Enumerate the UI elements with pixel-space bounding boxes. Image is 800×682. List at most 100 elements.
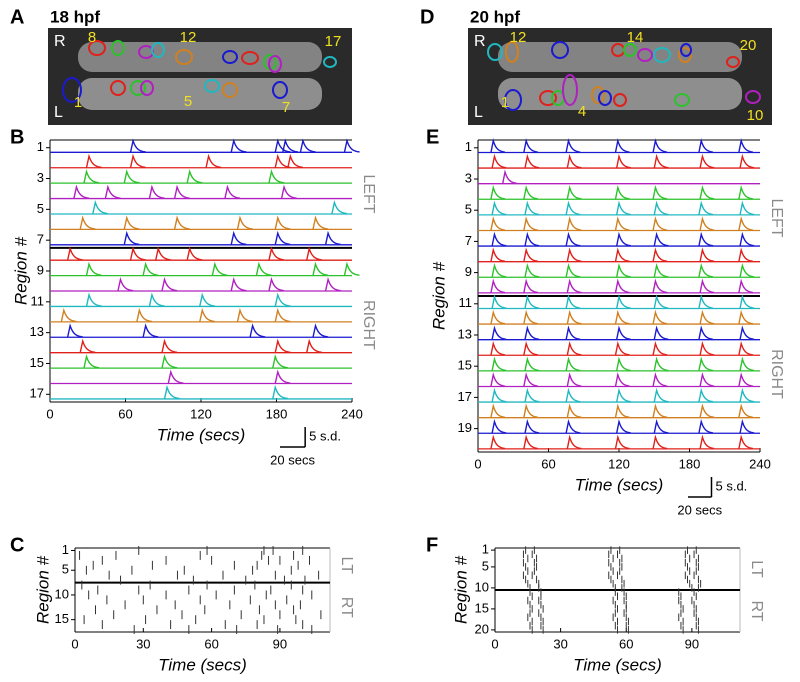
calcium-transient: [653, 153, 669, 169]
y-tick-label: 1: [62, 542, 69, 557]
calcium-transient: [652, 403, 668, 418]
calcium-transient: [615, 418, 631, 434]
y-tick-label: 7: [465, 233, 472, 248]
calcium-transient: [615, 325, 631, 340]
x-tick-label: 240: [749, 456, 771, 471]
calcium-transient: [60, 307, 77, 323]
calcium-transient: [255, 261, 272, 276]
y-tick-label: 3: [37, 170, 44, 185]
calcium-transient: [615, 356, 631, 372]
region-label: 7: [282, 99, 290, 116]
calcium-transient: [491, 325, 507, 340]
region-label: 1: [74, 94, 82, 111]
calcium-transient: [79, 215, 96, 230]
y-tick-label: 17: [30, 386, 44, 401]
y-axis-label: Region #: [11, 236, 30, 305]
calcium-transient: [268, 246, 285, 261]
side-label: RIGHT: [768, 349, 785, 399]
roi-outline: [674, 93, 690, 107]
panel-letter: A: [10, 6, 24, 28]
calcium-transient: [490, 309, 506, 325]
region-label: 8: [88, 29, 96, 46]
calcium-transient: [653, 294, 669, 309]
calcium-transient: [566, 153, 582, 169]
roi-outline: [505, 41, 519, 63]
roi-outline: [111, 40, 125, 56]
calcium-transient: [523, 216, 539, 231]
roi-outline: [241, 51, 259, 65]
x-tick-label: 0: [491, 636, 498, 651]
x-tick-label: 60: [118, 406, 132, 421]
calcium-transient: [123, 169, 140, 184]
calcium-transient: [343, 261, 360, 276]
calcium-transient: [652, 247, 668, 262]
calcium-transient: [92, 199, 108, 215]
calcium-transient: [566, 340, 582, 356]
calcium-transient: [614, 403, 630, 418]
calcium-transient: [274, 338, 291, 353]
roi-outline: [598, 90, 612, 106]
roi-outline: [591, 86, 605, 104]
x-tick-label: 90: [685, 636, 699, 651]
side-label: LT: [338, 557, 355, 575]
y-tick-label: 10: [55, 586, 69, 601]
x-axis-label: Time (secs): [575, 475, 664, 494]
y-tick-label: 15: [475, 600, 489, 615]
calcium-transient: [523, 278, 539, 294]
calcium-transient: [652, 434, 668, 450]
calcium-transient: [123, 230, 140, 246]
panel-letter: B: [10, 126, 24, 148]
calcium-transient: [491, 153, 507, 169]
calcium-transient: [698, 387, 714, 403]
roi-outline: [88, 40, 106, 56]
calcium-transient: [738, 403, 754, 418]
calcium-transient: [698, 262, 714, 278]
calcium-transient: [653, 231, 669, 247]
calcium-transient: [565, 231, 581, 247]
x-tick-label: 0: [46, 406, 53, 421]
calcium-transient: [614, 278, 630, 294]
y-axis-label: Region #: [451, 555, 470, 624]
calcium-transient: [312, 323, 329, 338]
roi-outline: [653, 47, 671, 63]
calcium-transient: [738, 216, 754, 231]
y-tick-label: 20: [475, 621, 489, 636]
y-axis-label: Region #: [429, 261, 448, 330]
calcium-transient: [739, 231, 755, 247]
calcium-transient: [491, 262, 507, 278]
y-tick-label: 13: [30, 324, 44, 339]
x-axis-label: Time (secs): [158, 655, 247, 674]
y-tick-label: 11: [459, 295, 473, 310]
calcium-transient: [699, 340, 715, 356]
calcium-transient: [85, 292, 102, 307]
y-tick-label: 11: [31, 293, 45, 308]
calcium-transient: [83, 354, 100, 369]
calcium-transient: [491, 418, 507, 434]
calcium-transient: [312, 261, 329, 276]
region-label: 17: [325, 33, 342, 50]
calcium-transient: [274, 307, 291, 323]
side-label: RT: [338, 597, 355, 618]
x-tick-label: 180: [266, 406, 288, 421]
calcium-transient: [652, 184, 668, 200]
calcium-transient: [738, 278, 754, 294]
calcium-transient: [173, 215, 190, 230]
roi-outline: [110, 80, 126, 96]
calcium-transient: [236, 307, 253, 323]
calcium-transient: [615, 294, 631, 309]
calcium-transient: [490, 403, 506, 418]
calcium-transient: [167, 369, 184, 384]
panel-letter: D: [420, 6, 434, 28]
tissue: [78, 42, 322, 72]
y-tick-label: 10: [475, 579, 489, 594]
calcium-transient: [698, 418, 714, 434]
calcium-transient: [205, 153, 222, 169]
calcium-transient: [490, 247, 506, 262]
calcium-transient: [490, 138, 506, 153]
calcium-transient: [699, 184, 715, 200]
calcium-transient: [523, 247, 539, 262]
calcium-transient: [230, 277, 247, 292]
calcium-transient: [566, 216, 582, 231]
y-tick-label: 5: [37, 201, 44, 216]
side-label: L: [474, 104, 483, 121]
